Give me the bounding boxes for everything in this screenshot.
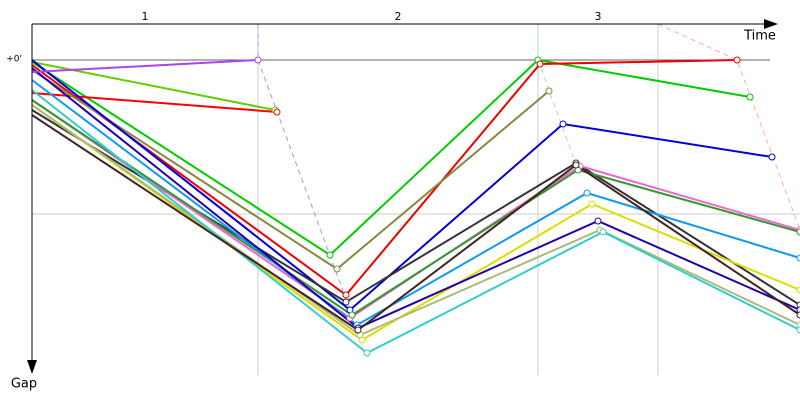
point bbox=[796, 286, 800, 294]
point bbox=[796, 306, 800, 314]
point bbox=[583, 189, 591, 197]
point bbox=[348, 311, 356, 319]
point bbox=[588, 200, 596, 208]
point bbox=[254, 56, 262, 64]
point bbox=[796, 301, 800, 309]
point bbox=[746, 93, 754, 101]
series-line bbox=[31, 79, 800, 327]
point bbox=[594, 217, 602, 225]
point bbox=[796, 311, 800, 319]
point bbox=[326, 251, 334, 259]
lap-label: 1 bbox=[142, 10, 149, 23]
point bbox=[796, 228, 800, 236]
point bbox=[559, 120, 567, 128]
point bbox=[536, 60, 544, 68]
x-axis-label: Time bbox=[743, 29, 776, 44]
x-axis-arrow bbox=[764, 19, 778, 29]
point bbox=[333, 265, 341, 273]
y-axis-label: Gap bbox=[11, 377, 37, 392]
y-axis-arrow bbox=[27, 360, 37, 374]
point bbox=[599, 228, 607, 236]
series-line bbox=[31, 104, 800, 342]
series-line bbox=[31, 59, 259, 73]
point bbox=[354, 326, 362, 334]
plot bbox=[31, 23, 800, 357]
y-tick-label: +0' bbox=[6, 55, 22, 65]
point bbox=[796, 326, 800, 334]
series-line bbox=[31, 89, 800, 355]
point bbox=[768, 153, 776, 161]
series-line bbox=[31, 59, 773, 312]
series-line bbox=[31, 58, 751, 257]
grid bbox=[32, 24, 800, 375]
lap-label: 2 bbox=[395, 10, 402, 23]
point bbox=[273, 108, 281, 116]
point bbox=[572, 161, 580, 169]
point bbox=[545, 87, 553, 95]
point bbox=[342, 291, 350, 299]
series-line bbox=[31, 114, 800, 332]
leader-line bbox=[657, 23, 800, 231]
series-line bbox=[31, 99, 800, 317]
point bbox=[733, 56, 741, 64]
point bbox=[796, 254, 800, 262]
lap-label: 3 bbox=[595, 10, 602, 23]
point bbox=[796, 321, 800, 329]
point bbox=[342, 298, 350, 306]
point bbox=[363, 349, 371, 357]
series-line bbox=[31, 67, 800, 330]
